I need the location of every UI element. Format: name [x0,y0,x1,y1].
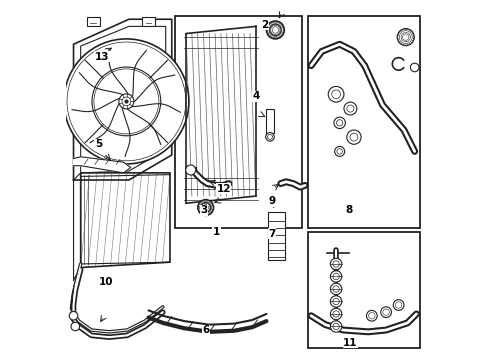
Circle shape [330,271,342,282]
Bar [142,18,155,26]
Circle shape [71,322,79,331]
Text: 9: 9 [268,197,275,206]
Bar [308,16,420,228]
Text: 1: 1 [213,227,220,237]
Circle shape [186,165,196,175]
Circle shape [198,200,214,215]
Circle shape [334,117,345,129]
Circle shape [367,310,377,321]
Circle shape [330,308,342,320]
Circle shape [330,296,342,307]
Circle shape [330,321,342,332]
Circle shape [381,307,392,318]
Circle shape [330,258,342,270]
Circle shape [397,28,415,46]
Text: 7: 7 [268,229,275,239]
Circle shape [347,130,361,144]
Text: 5: 5 [95,139,102,149]
Bar [268,212,285,260]
Polygon shape [74,157,131,173]
Text: 8: 8 [345,205,352,215]
Text: 11: 11 [343,338,358,347]
Polygon shape [81,173,170,267]
Circle shape [201,203,211,212]
Circle shape [267,21,284,39]
Circle shape [328,86,344,102]
Text: 12: 12 [216,184,231,194]
Circle shape [270,24,281,36]
Circle shape [266,132,274,141]
Text: 6: 6 [202,325,209,335]
Circle shape [335,147,344,157]
Bar [308,232,420,348]
Circle shape [411,63,419,72]
Circle shape [69,311,78,320]
Circle shape [119,94,134,109]
Circle shape [92,67,161,136]
Bar [267,109,273,132]
Text: 10: 10 [98,277,113,287]
Circle shape [344,102,357,115]
Text: 13: 13 [95,52,109,62]
Text: 2: 2 [261,19,268,30]
Text: 3: 3 [200,205,208,215]
Circle shape [64,39,189,164]
Text: 4: 4 [252,91,259,101]
Bar [175,16,302,228]
Circle shape [393,300,404,310]
Bar [87,18,99,26]
Circle shape [330,283,342,295]
